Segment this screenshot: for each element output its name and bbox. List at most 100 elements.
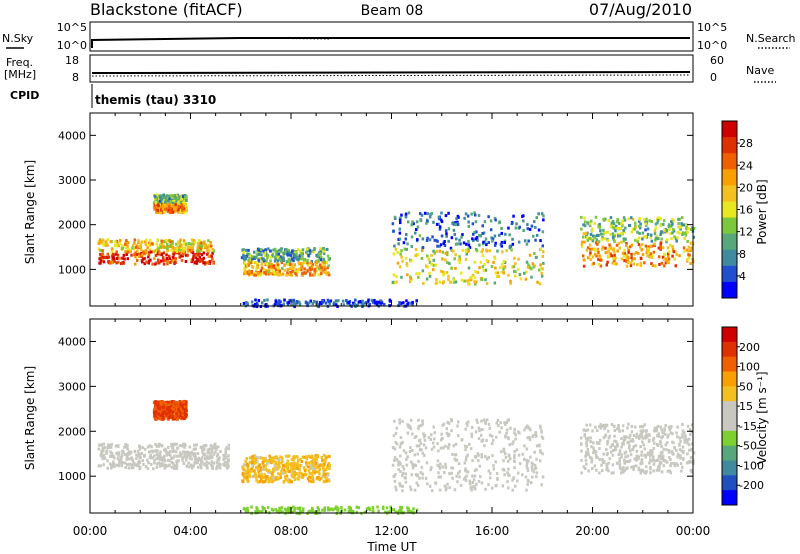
velocity-cell: [210, 447, 213, 451]
power-cell: [617, 241, 620, 245]
velocity-cell: [519, 462, 522, 466]
power-cell: [654, 222, 658, 226]
power-cell: [455, 242, 458, 246]
velocity-cell: [533, 450, 536, 454]
velocity-cell: [618, 449, 622, 453]
velocity-cell: [628, 449, 632, 453]
velocity-cell: [620, 471, 623, 475]
velocity-cell: [687, 443, 691, 447]
power-cell: [306, 269, 309, 273]
power-cell: [582, 264, 586, 268]
velocity-cell: [466, 423, 469, 427]
power-cell: [266, 256, 269, 260]
velocity-cell: [623, 458, 626, 462]
velocity-cell: [505, 421, 509, 425]
power-cell: [586, 236, 589, 240]
power-cell: [116, 241, 119, 245]
power-cell: [449, 280, 452, 284]
velocity-cell: [161, 417, 164, 421]
power-ground-cell: [266, 298, 269, 302]
velocity-cell: [668, 456, 671, 459]
velocity-cell: [612, 471, 615, 475]
power-cell: [650, 262, 653, 266]
power-cell: [257, 248, 261, 252]
power-colorbar-segment: [722, 153, 737, 170]
velocity-cell: [481, 439, 484, 443]
power-cell: [246, 252, 249, 256]
power-cell: [166, 247, 169, 250]
power-cell: [321, 260, 324, 264]
velocity-cell: [470, 432, 473, 436]
velocity-cell: [513, 466, 516, 470]
velocity-ground-cell: [357, 506, 360, 510]
velocity-ground-cell: [323, 507, 326, 511]
velocity-cell: [303, 472, 306, 476]
velocity-cell: [196, 460, 199, 464]
power-cell: [467, 249, 470, 253]
power-cell: [179, 244, 182, 248]
velocity-colorbar-segment: [722, 490, 737, 506]
velocity-cell: [414, 464, 417, 467]
power-cell: [415, 220, 419, 224]
power-cell: [667, 261, 671, 265]
nsearch-tick-top: 10^5: [697, 21, 727, 34]
power-cell: [392, 229, 395, 233]
velocity-cell: [171, 446, 175, 450]
velocity-cell: [611, 443, 614, 446]
velocity-cell: [270, 479, 274, 483]
velocity-cell: [264, 464, 267, 468]
power-cell: [622, 216, 626, 220]
velocity-cell: [670, 425, 673, 428]
power-cell: [397, 242, 400, 246]
power-cell: [278, 269, 281, 273]
power-ground-cell: [293, 305, 296, 309]
velocity-cell: [287, 480, 290, 484]
power-cell: [188, 248, 192, 252]
velocity-cell: [413, 463, 416, 467]
velocity-cell: [181, 456, 184, 460]
power-cell: [590, 229, 594, 233]
velocity-cell: [419, 442, 423, 445]
x-tick-label: 08:00: [274, 524, 309, 538]
nsearch-label: N.Search: [746, 32, 796, 45]
power-cell: [167, 244, 170, 248]
velocity-cell: [681, 435, 684, 439]
velocity-ground-cell: [298, 509, 302, 513]
velocity-cell: [656, 424, 660, 428]
velocity-cell: [610, 471, 613, 475]
velocity-cell: [438, 466, 442, 470]
velocity-cell: [315, 454, 319, 457]
velocity-cell: [164, 463, 167, 467]
velocity-cell: [112, 454, 115, 458]
power-cell: [131, 246, 134, 250]
power-cell: [267, 270, 270, 274]
power-cell: [665, 228, 669, 232]
power-cell: [167, 194, 171, 198]
velocity-cell: [413, 453, 416, 457]
velocity-cell: [652, 446, 656, 450]
power-cell: [483, 220, 487, 224]
power-cell: [272, 270, 275, 274]
power-cell: [680, 223, 684, 227]
power-cell: [126, 257, 129, 261]
power-cell: [528, 227, 532, 231]
nsky-tick-bottom: 10^0: [57, 39, 87, 52]
velocity-cell: [144, 447, 147, 451]
velocity-cell: [523, 428, 526, 432]
velocity-cell: [593, 464, 597, 468]
power-cell: [195, 261, 199, 265]
velocity-cell: [165, 404, 168, 408]
power-cell: [597, 250, 600, 254]
velocity-cell: [587, 469, 590, 473]
velocity-cell: [491, 434, 494, 438]
power-cell: [193, 241, 197, 244]
velocity-cell: [657, 458, 660, 462]
power-cell: [276, 249, 279, 253]
power-cell: [251, 255, 254, 259]
power-cell: [622, 254, 626, 258]
power-cell: [453, 257, 456, 261]
power-cell: [581, 254, 585, 258]
velocity-cell: [592, 448, 596, 452]
velocity-cell: [595, 468, 598, 472]
velocity-cell: [248, 475, 251, 479]
